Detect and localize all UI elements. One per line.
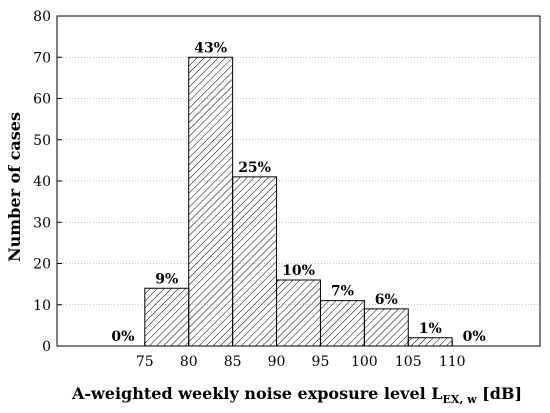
bar-percent-label: 1% <box>419 321 442 337</box>
bars <box>144 56 453 347</box>
x-axis-ticks: 75 80 85 90 95 100 105 110 <box>136 341 466 370</box>
bar-percent-label: 43% <box>194 40 227 56</box>
x-tick-label: 90 <box>268 354 286 370</box>
y-axis-ticks: 0 10 20 30 40 50 60 70 80 <box>33 9 62 355</box>
y-tick-label: 30 <box>33 215 51 231</box>
histogram-bar <box>276 279 321 347</box>
histogram-bar <box>319 300 365 347</box>
y-tick-label: 50 <box>33 133 51 149</box>
bar-percent-label: 9% <box>155 271 178 287</box>
y-tick-label: 10 <box>33 298 51 314</box>
x-axis-label-main: A-weighted weekly noise exposure level L <box>71 384 443 403</box>
histogram-bar <box>407 337 453 347</box>
bar-percent-labels: 0% 9% 43% 25% 10% 7% 6% 1% 0% <box>111 40 485 345</box>
bar-percent-label: 0% <box>111 329 134 345</box>
x-tick-label: 105 <box>395 354 422 370</box>
bar-percent-label: 25% <box>238 160 271 176</box>
y-tick-label: 0 <box>42 339 51 355</box>
histogram-bar <box>363 308 409 347</box>
y-axis-label: Number of cases <box>5 112 24 262</box>
x-tick-label: 85 <box>224 354 242 370</box>
x-axis-label-unit: [dB] <box>477 384 522 403</box>
y-tick-label: 60 <box>33 92 51 108</box>
y-tick-label: 80 <box>33 9 51 25</box>
x-tick-label: 80 <box>180 354 198 370</box>
y-tick-label: 20 <box>33 257 51 273</box>
bar-percent-label: 0% <box>463 329 486 345</box>
histogram-bar <box>144 287 190 347</box>
x-tick-label: 95 <box>312 354 330 370</box>
bar-percent-label: 10% <box>282 263 315 279</box>
x-tick-label: 75 <box>136 354 154 370</box>
x-tick-label: 100 <box>351 354 378 370</box>
bar-percent-label: 6% <box>375 292 398 308</box>
y-tick-label: 40 <box>33 174 51 190</box>
y-tick-label: 70 <box>33 50 51 66</box>
histogram-bar <box>232 176 278 347</box>
x-tick-label: 110 <box>439 354 466 370</box>
histogram-bar <box>188 56 234 347</box>
x-axis-label: A-weighted weekly noise exposure level L… <box>71 384 522 406</box>
x-axis-label-subscript: EX, w <box>443 393 478 406</box>
bar-percent-label: 7% <box>331 284 354 300</box>
grid <box>57 56 540 306</box>
